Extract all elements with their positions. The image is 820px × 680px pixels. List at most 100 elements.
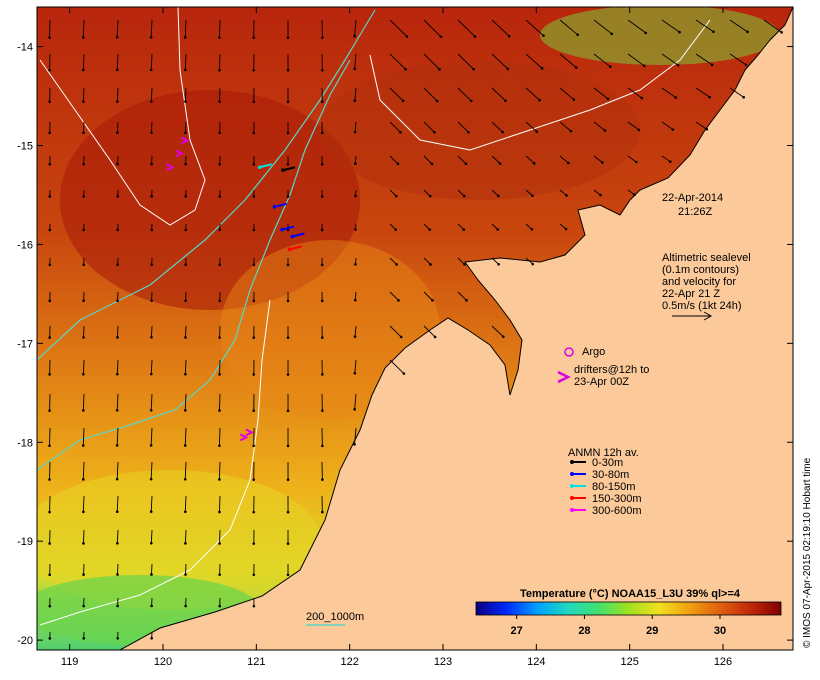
velocity-arrow-head: [286, 478, 290, 481]
velocity-scale-arrowhead: [703, 311, 713, 321]
velocity-arrow: [491, 257, 499, 265]
velocity-arrow-head: [353, 371, 357, 375]
lat-tick-label: -17: [17, 338, 33, 350]
velocity-arrow-head: [354, 194, 357, 198]
velocity-arrow-head: [184, 299, 187, 302]
velocity-arrow-head: [82, 573, 85, 576]
velocity-arrow-head: [218, 100, 221, 103]
isobath-contour: [37, 59, 351, 471]
anmn-marker-head: [272, 205, 277, 209]
velocity-arrow-head: [286, 163, 290, 166]
velocity-arrow-head: [354, 162, 357, 165]
anmn-legend: ANMN 12h av. 0-30m30-80m80-150m150-300m3…: [568, 447, 642, 517]
velocity-arrow: [627, 121, 640, 131]
velocity-arrow-head: [183, 444, 187, 447]
velocity-arrow-head: [252, 299, 256, 303]
velocity-arrow-head: [353, 99, 357, 102]
velocity-arrow: [729, 19, 748, 33]
velocity-arrow-head: [710, 63, 714, 67]
velocity-arrow: [150, 529, 153, 544]
velocity-arrow-head: [82, 637, 86, 640]
velocity-arrow-head: [252, 542, 256, 545]
velocity-arrow-head: [252, 409, 256, 413]
velocity-arrow-head: [150, 573, 153, 576]
velocity-arrow-head: [744, 63, 748, 67]
velocity-arrow-head: [82, 510, 85, 514]
velocity-arrow-head: [353, 335, 357, 338]
velocity-arrow: [593, 189, 601, 196]
velocity-arrow: [491, 223, 499, 230]
anmn-marker: [274, 202, 287, 208]
velocity-arrow-head: [321, 444, 324, 448]
velocity-arrow-head: [252, 478, 256, 481]
velocity-arrow-head: [116, 636, 119, 640]
velocity-arrow-head: [712, 30, 715, 34]
velocity-arrow-head: [252, 604, 256, 608]
anmn-legend-label: 150-300m: [592, 493, 642, 505]
velocity-arrow-head: [218, 336, 221, 339]
velocity-arrow-head: [149, 68, 153, 72]
velocity-arrow: [82, 87, 85, 102]
velocity-arrow-head: [252, 444, 256, 448]
velocity-arrow-head: [82, 299, 85, 303]
velocity-arrow-head: [116, 573, 119, 576]
velocity-arrow-head: [252, 163, 256, 166]
velocity-arrow: [116, 461, 119, 480]
velocity-arrow-head: [498, 162, 502, 165]
velocity-arrow: [82, 427, 85, 446]
velocity-arrow-head: [286, 36, 290, 40]
velocity-arrow-head: [472, 67, 475, 71]
lon-tick-label: 125: [620, 656, 638, 668]
sealevel-contour: [39, 299, 271, 626]
velocity-arrow-head: [82, 372, 85, 376]
velocity-arrow: [389, 87, 404, 102]
velocity-arrow-head: [599, 193, 602, 197]
velocity-arrow: [457, 223, 465, 230]
velocity-arrow-head: [438, 68, 441, 71]
velocity-arrow-head: [642, 64, 646, 68]
velocity-arrow: [525, 53, 543, 69]
velocity-arrow: [525, 223, 533, 230]
velocity-arrow: [627, 155, 637, 163]
velocity-arrow-head: [354, 228, 357, 231]
velocity-arrow-head: [286, 263, 290, 267]
anmn-legend-title: ANMN 12h av.: [568, 447, 639, 459]
velocity-arrow-head: [81, 478, 85, 481]
sealevel-contour: [369, 19, 711, 151]
sealevel-contour: [39, 7, 206, 226]
velocity-arrow-head: [184, 100, 187, 103]
velocity-arrow-head: [576, 33, 579, 37]
velocity-arrow-head: [218, 444, 221, 447]
anmn-markers: [257, 163, 305, 252]
velocity-arrow-head: [507, 34, 511, 38]
velocity-arrow: [695, 87, 710, 98]
velocity-arrow: [627, 53, 645, 67]
velocity-arrow-head: [286, 409, 290, 413]
velocity-arrow-head: [184, 336, 187, 339]
sealevel-legend-line: and velocity for: [662, 276, 736, 288]
velocity-arrow-head: [532, 162, 536, 165]
velocity-arrow-head: [184, 542, 187, 545]
velocity-arrow-head: [678, 30, 681, 34]
velocity-arrow: [218, 19, 221, 38]
velocity-arrow: [389, 325, 402, 338]
velocity-arrow-head: [286, 299, 290, 303]
velocity-arrow-head: [183, 477, 187, 481]
velocity-arrow-head: [252, 573, 256, 577]
velocity-arrow: [150, 495, 153, 512]
velocity-arrow-head: [405, 35, 409, 38]
velocity-arrow: [354, 359, 357, 374]
velocity-arrow: [457, 257, 465, 265]
velocity-arrow-head: [404, 67, 407, 71]
velocity-arrow-head: [48, 162, 52, 166]
anmn-legend-swatch-head: [570, 496, 574, 500]
sst-hot-patch: [60, 90, 360, 310]
velocity-arrow-head: [634, 160, 638, 164]
velocity-arrow-head: [286, 100, 290, 104]
velocity-arrow-head: [116, 195, 119, 198]
velocity-arrow-head: [183, 409, 187, 412]
velocity-arrow-head: [115, 477, 119, 481]
velocity-arrow: [525, 19, 544, 36]
velocity-arrow: [525, 189, 533, 197]
velocity-arrow-head: [671, 128, 675, 131]
